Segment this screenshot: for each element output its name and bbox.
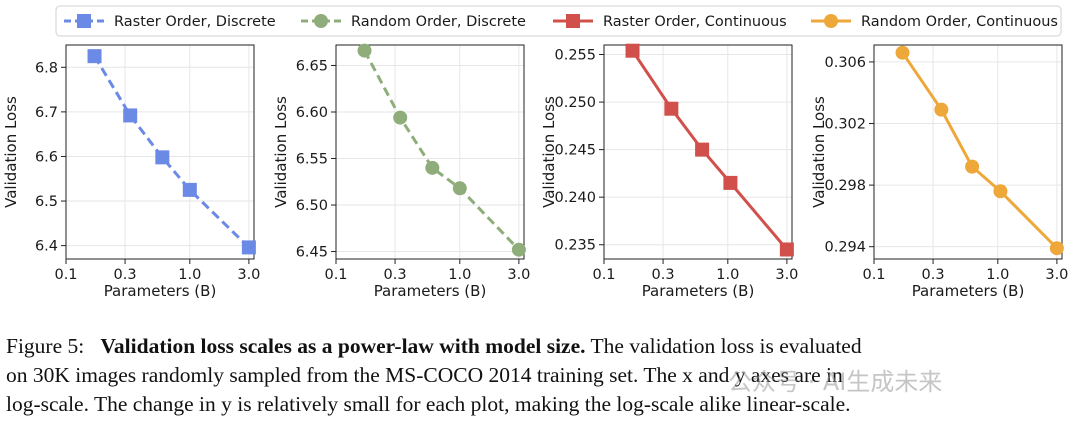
data-point	[625, 43, 640, 58]
legend-item-1: Raster Order, Discrete	[64, 14, 276, 30]
legend-item-4: Random Order, Continuous	[811, 14, 1058, 30]
y-tick-label: 6.7	[35, 105, 58, 121]
data-point	[393, 110, 408, 125]
y-axis-label: Validation Loss	[2, 96, 20, 208]
y-tick-label: 6.4	[35, 239, 58, 255]
y-axis-label: Validation Loss	[540, 96, 558, 208]
x-tick-label: 3.0	[1045, 267, 1068, 283]
legend-item-2: Random Order, Discrete	[301, 14, 526, 30]
data-point	[1049, 241, 1064, 256]
caption-line-1: Figure 5: Validation loss scales as a po…	[6, 332, 1078, 361]
x-tick-label: 0.3	[922, 267, 945, 283]
data-point	[895, 45, 910, 60]
y-tick-label: 0.302	[824, 117, 866, 133]
series-line	[363, 49, 520, 251]
figure: Raster Order, Discrete Random Order, Disc…	[2, 5, 1068, 300]
x-tick-label: 0.1	[54, 267, 77, 283]
legend-marker	[77, 14, 91, 28]
x-axis-label: Parameters (B)	[642, 282, 755, 300]
y-tick-label: 6.45	[296, 245, 328, 261]
axes-frame	[335, 44, 525, 260]
data-point	[155, 150, 170, 165]
data-point	[87, 49, 102, 64]
x-tick-label: 0.1	[324, 267, 347, 283]
data-point	[425, 160, 440, 175]
data-point	[993, 184, 1008, 199]
legend-marker	[314, 14, 328, 28]
data-point	[934, 102, 949, 117]
x-tick-label: 1.0	[448, 267, 471, 283]
data-point	[695, 142, 710, 157]
y-tick-label: 0.255	[554, 48, 596, 64]
y-tick-label: 0.294	[824, 240, 866, 256]
x-axis-label: Parameters (B)	[374, 282, 487, 300]
data-point	[357, 43, 372, 58]
caption-line-2: on 30K images randomly sampled from the …	[6, 363, 843, 387]
watermark: 公众号 · AI生成未来	[728, 368, 943, 396]
data-point	[182, 182, 197, 197]
caption-bold: Validation loss scales as a power-law wi…	[100, 334, 586, 358]
x-axis-label: Parameters (B)	[104, 282, 217, 300]
caption-line1-rest: The validation loss is evaluated	[590, 334, 862, 358]
data-point	[241, 240, 256, 255]
legend: Raster Order, Discrete Random Order, Disc…	[55, 5, 1062, 37]
x-tick-label: 1.0	[986, 267, 1009, 283]
x-tick-label: 0.3	[114, 267, 137, 283]
panel-3: 0.235 0.240 0.245 0.250 0.255 0.1 0.3 1.0 3.0 Par…	[540, 43, 798, 300]
axes-frame	[603, 44, 793, 260]
legend-label: Random Order, Discrete	[351, 14, 526, 30]
x-tick-label: 0.3	[384, 267, 407, 283]
x-tick-label: 3.0	[775, 267, 798, 283]
x-tick-label: 3.0	[507, 267, 530, 283]
axes-frame	[65, 44, 255, 260]
data-point	[779, 242, 794, 257]
y-axis-label: Validation Loss	[272, 96, 290, 208]
x-tick-label: 3.0	[237, 267, 260, 283]
y-tick-label: 6.8	[35, 60, 58, 76]
series-line	[93, 55, 250, 249]
x-tick-label: 0.1	[862, 267, 885, 283]
caption-prefix: Figure 5:	[6, 334, 85, 358]
panel-2: 6.45 6.50 6.55 6.60 6.65 0.1 0.3 1.0 3.0 Paramete…	[272, 43, 530, 300]
figure-caption: Figure 5: Validation loss scales as a po…	[6, 332, 1078, 419]
data-point	[664, 101, 679, 116]
legend-label: Raster Order, Discrete	[114, 14, 276, 30]
legend-label: Random Order, Continuous	[861, 14, 1058, 30]
panel-1: 6.4 6.5 6.6 6.7 6.8 0.1 0.3 1.0 3.0 Parameters (B…	[2, 44, 260, 300]
data-point	[452, 181, 467, 196]
panel-4: 0.294 0.298 0.302 0.306 0.1 0.3 1.0 3.0 Paramete…	[810, 44, 1068, 300]
y-tick-label: 0.240	[554, 190, 596, 206]
data-point	[965, 159, 980, 174]
y-tick-label: 0.250	[554, 95, 596, 111]
series-line	[901, 51, 1058, 250]
legend-marker	[824, 14, 838, 28]
caption-line-3: log-scale. The change in y is relatively…	[6, 392, 851, 416]
y-tick-label: 6.55	[296, 152, 328, 168]
x-axis-label: Parameters (B)	[912, 282, 1025, 300]
y-axis-label: Validation Loss	[810, 96, 828, 208]
x-tick-label: 1.0	[716, 267, 739, 283]
data-point	[723, 175, 738, 190]
y-tick-label: 6.60	[296, 105, 328, 121]
axes-frame	[873, 44, 1063, 260]
y-tick-label: 0.245	[554, 143, 596, 159]
legend-marker	[566, 14, 580, 28]
legend-label: Raster Order, Continuous	[603, 14, 787, 30]
y-tick-label: 6.65	[296, 58, 328, 74]
y-tick-label: 6.6	[35, 149, 58, 165]
y-tick-label: 6.50	[296, 198, 328, 214]
x-tick-label: 0.3	[652, 267, 675, 283]
data-point	[511, 242, 526, 257]
x-tick-label: 0.1	[592, 267, 615, 283]
y-tick-label: 6.5	[35, 194, 58, 210]
legend-item-3: Raster Order, Continuous	[553, 14, 787, 30]
y-tick-label: 0.298	[824, 178, 866, 194]
y-tick-label: 0.235	[554, 238, 596, 254]
x-tick-label: 1.0	[178, 267, 201, 283]
y-tick-label: 0.306	[824, 55, 866, 71]
data-point	[123, 108, 138, 123]
